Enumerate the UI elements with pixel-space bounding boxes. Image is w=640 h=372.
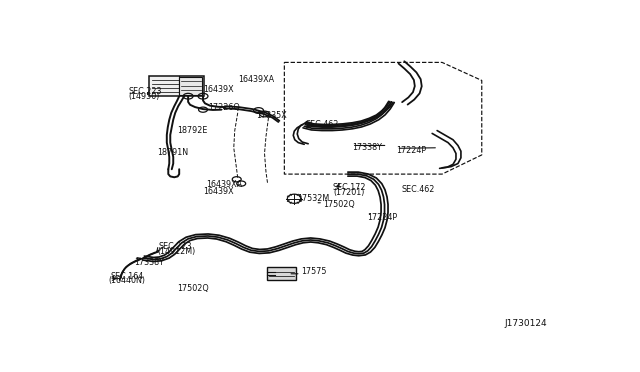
Text: 18791N: 18791N bbox=[157, 148, 188, 157]
Text: SEC.462: SEC.462 bbox=[401, 185, 435, 194]
Bar bbox=[150, 76, 204, 96]
Text: SEC.172: SEC.172 bbox=[333, 183, 367, 192]
Text: 17224P: 17224P bbox=[396, 145, 427, 154]
Text: 18792E: 18792E bbox=[177, 126, 207, 135]
Text: SEC.462: SEC.462 bbox=[306, 121, 339, 129]
Text: (17201): (17201) bbox=[333, 187, 364, 197]
Text: 17502Q: 17502Q bbox=[177, 284, 209, 293]
Text: 16439X: 16439X bbox=[203, 187, 234, 196]
Bar bbox=[179, 77, 202, 95]
Text: (16440N): (16440N) bbox=[109, 276, 146, 285]
Text: 17226Q: 17226Q bbox=[208, 103, 240, 112]
Text: 16439X: 16439X bbox=[203, 84, 234, 93]
Text: SEC.164: SEC.164 bbox=[111, 272, 144, 280]
Text: 17338Y: 17338Y bbox=[134, 258, 164, 267]
Text: 16439XA: 16439XA bbox=[207, 180, 243, 189]
Text: J1730124: J1730124 bbox=[504, 318, 547, 328]
Text: 16439XA: 16439XA bbox=[237, 75, 274, 84]
Text: 17224P: 17224P bbox=[367, 212, 397, 222]
Text: 17532M: 17532M bbox=[297, 194, 330, 203]
Text: SEC.223: SEC.223 bbox=[129, 87, 162, 96]
Text: (14950): (14950) bbox=[129, 92, 160, 101]
Text: (14912M): (14912M) bbox=[157, 247, 195, 256]
Text: 17338Y: 17338Y bbox=[352, 143, 381, 152]
Bar bbox=[268, 267, 296, 279]
Text: 17335X: 17335X bbox=[256, 111, 287, 120]
Text: SEC.223: SEC.223 bbox=[158, 242, 192, 251]
Text: 17575: 17575 bbox=[301, 267, 326, 276]
Text: 17502Q: 17502Q bbox=[323, 200, 355, 209]
